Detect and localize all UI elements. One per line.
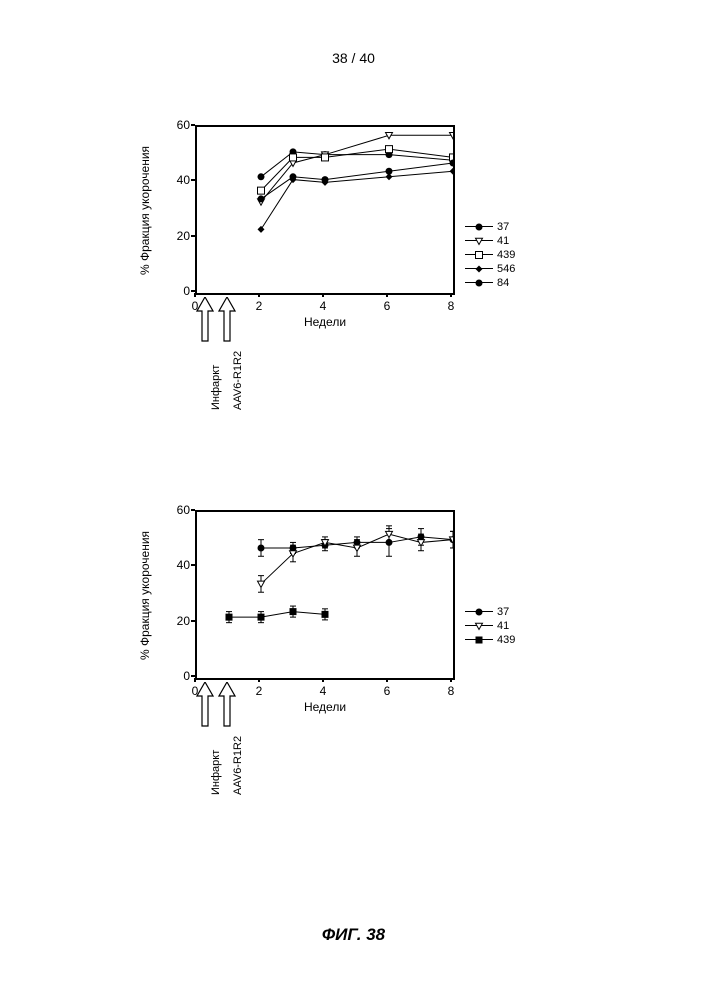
chart-b: % Фракция укорочения Недели 3741439 0204… xyxy=(150,500,570,760)
y-tick-label: 20 xyxy=(162,614,190,628)
legend-item: 84 xyxy=(465,276,515,290)
legend-item: 37 xyxy=(465,220,515,234)
event-arrow-label: Инфаркт xyxy=(210,750,222,795)
x-tick-label: 2 xyxy=(249,299,269,313)
page: 38 / 40 % Фракция укорочения Недели 3741… xyxy=(0,0,707,1000)
y-tick-label: 60 xyxy=(162,118,190,132)
x-tick-label: 4 xyxy=(313,299,333,313)
legend: 374143954684 xyxy=(465,220,515,290)
y-tick-label: 40 xyxy=(162,558,190,572)
legend-item: 546 xyxy=(465,262,515,276)
chart-svg xyxy=(197,127,453,293)
plot-area xyxy=(195,125,455,295)
chart-a: % Фракция укорочения Недели 374143954684… xyxy=(150,115,570,375)
y-tick-label: 0 xyxy=(162,284,190,298)
y-axis-label: % Фракция укорочения xyxy=(138,125,156,295)
event-arrow-label: AAV6-R1R2 xyxy=(232,736,244,795)
legend-item: 41 xyxy=(465,234,515,248)
event-arrow-label: Инфаркт xyxy=(210,365,222,410)
legend-item: 439 xyxy=(465,633,515,647)
event-arrow-label: AAV6-R1R2 xyxy=(232,351,244,410)
y-tick-label: 20 xyxy=(162,229,190,243)
x-tick-label: 6 xyxy=(377,299,397,313)
plot-area xyxy=(195,510,455,680)
x-tick-label: 8 xyxy=(441,299,461,313)
event-arrow-icon xyxy=(196,682,214,737)
figure-caption: ФИГ. 38 xyxy=(0,925,707,945)
event-arrow-icon xyxy=(218,297,236,352)
chart-svg xyxy=(197,512,453,678)
event-arrow-icon xyxy=(196,297,214,352)
page-number: 38 / 40 xyxy=(0,50,707,66)
x-tick-label: 4 xyxy=(313,684,333,698)
legend-item: 439 xyxy=(465,248,515,262)
legend-item: 37 xyxy=(465,605,515,619)
x-tick-label: 2 xyxy=(249,684,269,698)
legend: 3741439 xyxy=(465,605,515,647)
y-axis-label: % Фракция укорочения xyxy=(138,510,156,680)
legend-item: 41 xyxy=(465,619,515,633)
y-tick-label: 40 xyxy=(162,173,190,187)
y-tick-label: 0 xyxy=(162,669,190,683)
x-tick-label: 8 xyxy=(441,684,461,698)
x-tick-label: 6 xyxy=(377,684,397,698)
y-tick-label: 60 xyxy=(162,503,190,517)
event-arrow-icon xyxy=(218,682,236,737)
